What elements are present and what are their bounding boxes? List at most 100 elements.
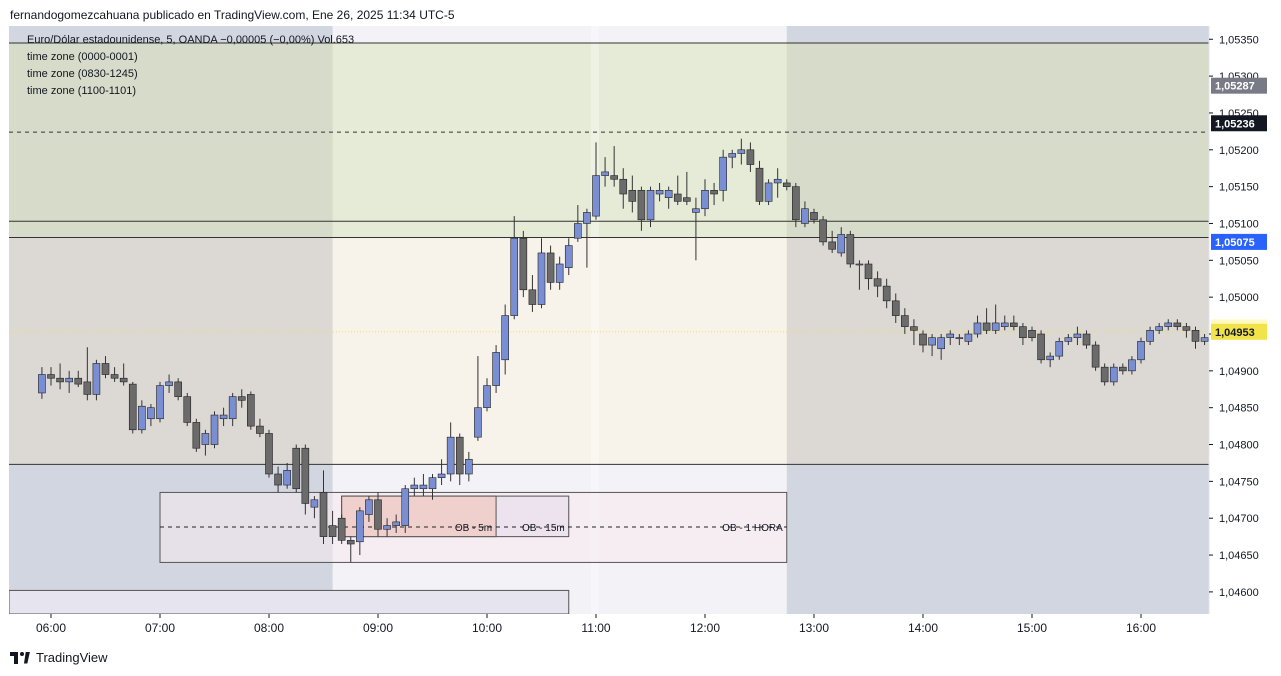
candle-body xyxy=(156,385,164,420)
candle-body xyxy=(119,377,128,383)
candle-body xyxy=(1155,326,1163,331)
order-block-lower xyxy=(9,589,570,615)
tradingview-logo[interactable]: TradingView xyxy=(10,650,108,665)
candle-body xyxy=(110,374,119,379)
candle-body xyxy=(864,263,873,280)
legend-time-zone-1[interactable]: time zone (0000-0001) xyxy=(27,51,138,63)
y-tick-label: 1,05150 xyxy=(1219,182,1259,194)
candle-body xyxy=(955,337,964,339)
chart-area[interactable]: OB - 1 HORA OB - 15m OB - 5m 1,05350 1,05300… xyxy=(9,26,1271,640)
candle-body xyxy=(973,322,982,335)
candle-body xyxy=(174,381,182,397)
candle-body xyxy=(692,208,700,213)
candle-body xyxy=(138,405,146,431)
candle-body xyxy=(1064,337,1073,342)
x-tick-label: 10:00 xyxy=(472,621,502,635)
y-tick-label: 1,04700 xyxy=(1219,513,1259,525)
candle-body xyxy=(392,521,400,526)
candle-body xyxy=(474,407,482,438)
candle-body xyxy=(210,414,219,445)
candle-body xyxy=(283,470,291,486)
candle-body xyxy=(901,315,909,327)
y-tick-label: 1,05200 xyxy=(1219,145,1259,157)
candle-body xyxy=(383,525,391,530)
candle-body xyxy=(619,178,628,195)
candle-body xyxy=(74,377,83,385)
legend-time-zone-2[interactable]: time zone (0830-1245) xyxy=(27,68,138,80)
candle-body xyxy=(165,381,173,386)
session-upper-shade xyxy=(332,42,787,238)
candle-body xyxy=(701,190,709,210)
candle-body xyxy=(183,396,192,423)
candle-body xyxy=(673,193,682,202)
legend-time-zone-3[interactable]: time zone (1100-1101) xyxy=(27,85,137,97)
price-marker xyxy=(1211,115,1267,132)
candle-body xyxy=(47,374,55,379)
candle-body xyxy=(147,407,155,420)
candle-body xyxy=(374,499,382,530)
candle-body xyxy=(1182,326,1191,331)
candle-body xyxy=(792,186,800,221)
candle-body xyxy=(1082,333,1091,346)
candle-body xyxy=(237,396,246,401)
candle-body xyxy=(637,190,646,221)
candle-body xyxy=(1173,322,1182,327)
candle-body xyxy=(837,234,846,254)
candle-body xyxy=(1046,355,1054,361)
candle-body xyxy=(655,190,664,195)
candle-body xyxy=(546,252,555,283)
price-marker-label: 1,05236 xyxy=(1215,118,1255,130)
candle-body xyxy=(1000,322,1009,327)
candle-body xyxy=(710,190,718,195)
candle-body xyxy=(628,190,637,202)
symbol-legend[interactable]: Euro/Dólar estadounidense, 5, OANDA −0,0… xyxy=(27,34,355,46)
candle-body xyxy=(292,447,301,490)
candle-body xyxy=(310,499,319,508)
candle-body xyxy=(855,263,864,266)
candle-body xyxy=(410,484,419,490)
candle-body xyxy=(437,473,446,478)
x-tick-label: 09:00 xyxy=(363,621,393,635)
candle-body xyxy=(937,337,945,350)
x-tick-label: 11:00 xyxy=(581,621,610,635)
candle-body xyxy=(256,425,264,434)
candle-body xyxy=(228,396,237,420)
candle-body xyxy=(683,197,691,202)
candle-body xyxy=(365,499,373,515)
candle-body xyxy=(746,149,755,165)
candle-body xyxy=(455,436,464,475)
candle-body xyxy=(1073,333,1082,338)
candle-body xyxy=(401,488,410,526)
candle-body xyxy=(1128,359,1136,372)
candle-body xyxy=(928,337,936,346)
candle-body xyxy=(319,492,328,537)
price-marker-label: 1,05287 xyxy=(1215,81,1255,93)
candle-body xyxy=(1191,330,1200,342)
candle-body xyxy=(1109,366,1118,383)
candle-body xyxy=(919,333,927,346)
candle-body xyxy=(501,315,509,361)
x-tick-label: 06:00 xyxy=(36,621,66,635)
candle-body xyxy=(1091,344,1100,368)
x-tick-label: 14:00 xyxy=(908,621,938,635)
candle-body xyxy=(346,540,355,545)
candle-body xyxy=(219,414,228,420)
candle-body xyxy=(265,433,273,475)
price-marker-label: 1,04953 xyxy=(1215,327,1255,339)
candle-body xyxy=(891,300,900,316)
order-block-label: OB - 15m xyxy=(522,523,565,534)
candle-body xyxy=(964,333,973,342)
candle-body xyxy=(773,178,782,184)
candle-body xyxy=(128,383,137,431)
y-tick-label: 1,05350 xyxy=(1219,34,1259,46)
candle-body xyxy=(764,182,773,202)
candle-body xyxy=(755,167,764,202)
candle-body xyxy=(510,237,519,316)
y-tick-label: 1,05000 xyxy=(1219,292,1259,304)
candle-body xyxy=(946,333,955,338)
candle-body xyxy=(882,285,891,302)
candle-body xyxy=(1028,330,1036,338)
candle-body xyxy=(646,190,655,221)
candle-body xyxy=(574,223,582,239)
